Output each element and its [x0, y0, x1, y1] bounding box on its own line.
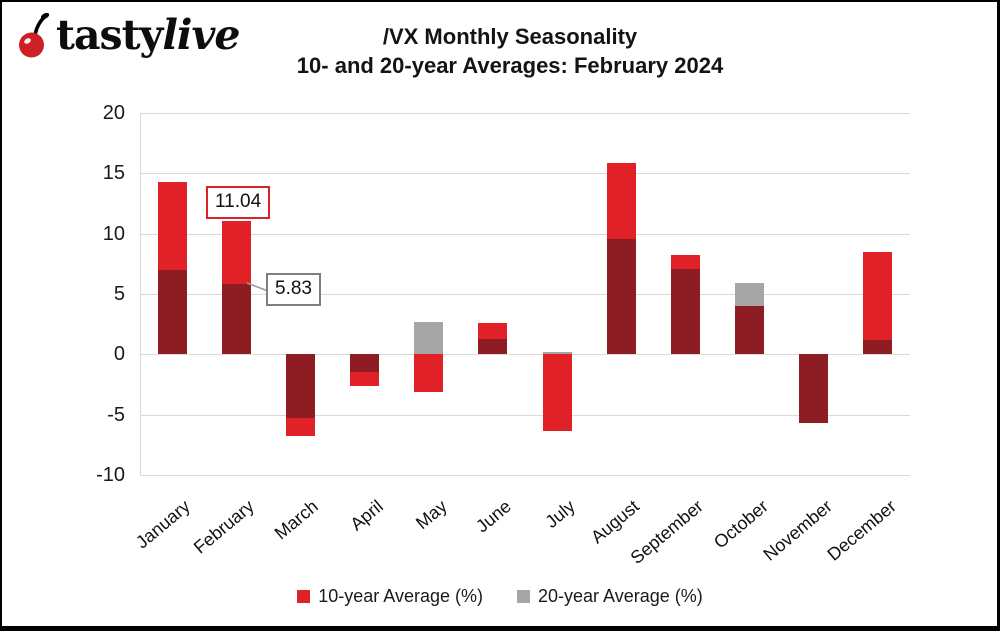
- gridline: [140, 113, 910, 114]
- x-axis-label: November: [759, 496, 836, 565]
- bar-february-overlap: [221, 284, 251, 355]
- x-axis-label: August: [587, 496, 644, 548]
- chart-titles: /VX Monthly Seasonality 10- and 20-year …: [20, 22, 1000, 80]
- bar-may-10yr: [414, 354, 444, 392]
- tastylive-logo: tastylive: [14, 10, 240, 60]
- y-axis-label: -5: [107, 403, 125, 426]
- bar-march-overlap: [285, 354, 315, 419]
- bar-july-10yr: [542, 354, 572, 432]
- legend-label-10yr: 10-year Average (%): [318, 586, 483, 606]
- bar-february-10yr: [221, 221, 251, 284]
- y-axis-label: 0: [113, 343, 125, 366]
- bar-june-10yr: [478, 323, 508, 339]
- y-axis-label: -10: [96, 464, 125, 486]
- y-axis-label: 15: [102, 162, 125, 185]
- legend-item-20yr: 20-year Average (%): [517, 586, 703, 607]
- legend-swatch-red: [297, 590, 311, 603]
- legend-swatch-gray: [517, 590, 530, 603]
- x-axis-label: June: [472, 496, 515, 537]
- y-axis-label: 10: [102, 222, 125, 245]
- logo-wordmark: tastylive: [56, 14, 240, 56]
- y-axis-label: 20: [102, 102, 125, 124]
- bar-december-10yr: [863, 251, 893, 340]
- chart-title: /VX Monthly Seasonality: [382, 24, 638, 49]
- bar-may-20yr: [414, 321, 444, 355]
- gridline: [140, 294, 910, 295]
- x-axis-label: May: [411, 496, 451, 534]
- bar-july-20yr: [542, 351, 572, 355]
- x-axis-label: April: [346, 496, 387, 535]
- legend-item-10yr: 10-year Average (%): [297, 586, 483, 607]
- cherry-icon: [19, 12, 50, 58]
- gridline: [140, 173, 910, 175]
- data-label-feb-20yr: 5.83: [266, 273, 321, 306]
- x-axis-label: February: [190, 496, 259, 558]
- x-axis-label: December: [823, 496, 900, 565]
- bar-august-overlap: [606, 238, 636, 355]
- data-label-feb-10yr: 11.04: [206, 186, 271, 219]
- plot-area: [140, 113, 910, 476]
- bar-october-overlap: [735, 306, 765, 355]
- bar-august-10yr: [606, 162, 636, 239]
- y-axis-label: 5: [113, 283, 125, 305]
- x-axis-label: March: [271, 496, 323, 544]
- legend-label-20yr: 20-year Average (%): [538, 586, 703, 606]
- bar-april-10yr: [350, 372, 380, 386]
- logo-word-italic: live: [162, 10, 240, 59]
- gridline: [140, 414, 910, 416]
- bar-january-10yr: [157, 181, 187, 270]
- gridline: [140, 233, 910, 235]
- bar-march-10yr: [285, 418, 315, 437]
- legend: 10-year Average (%) 20-year Average (%): [0, 586, 1000, 607]
- gridline: [140, 354, 910, 356]
- bar-january-overlap: [157, 269, 187, 355]
- x-axis-label: January: [132, 496, 194, 553]
- x-axis-label: October: [709, 496, 772, 553]
- x-axis-label: July: [541, 496, 579, 532]
- bar-september-10yr: [670, 255, 700, 269]
- logo-word-regular: tasty: [56, 10, 163, 59]
- bar-november-overlap: [799, 354, 829, 424]
- bar-september-overlap: [670, 268, 700, 355]
- gridline: [140, 475, 910, 476]
- bar-december-overlap: [863, 339, 893, 355]
- chart-subtitle: 10- and 20-year Averages: February 2024: [296, 53, 724, 78]
- bar-june-overlap: [478, 338, 508, 355]
- bar-october-20yr: [735, 283, 765, 306]
- bar-april-overlap: [350, 354, 380, 373]
